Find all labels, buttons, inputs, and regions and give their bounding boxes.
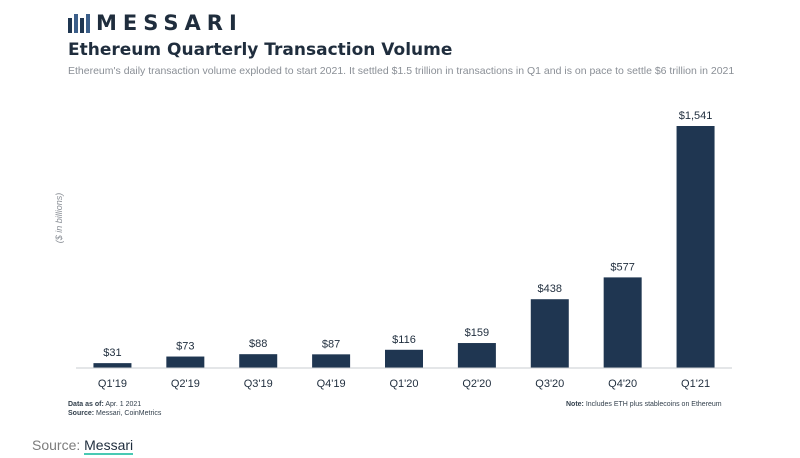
data-label-0: $31 [103, 347, 121, 359]
data-label-1: $73 [176, 341, 194, 353]
data-as-of-value: Apr. 1 2021 [105, 401, 142, 408]
data-notes: Data as of: Apr. 1 2021 Source: Messari,… [68, 400, 161, 418]
bar-6 [530, 299, 569, 368]
x-tick-label-4: Q1'20 [389, 378, 418, 390]
source-label: Source: [68, 410, 95, 417]
messari-logo: MESSARI [68, 10, 243, 36]
bar-1 [166, 356, 205, 368]
chart-card: MESSARI Ethereum Quarterly Transaction V… [54, 10, 735, 418]
chart-note: Note: Includes ETH plus stablecoins on E… [566, 401, 722, 408]
page-source-line: Source: Messari [32, 437, 134, 455]
x-tick-label-3: Q4'19 [317, 378, 346, 390]
x-tick-label-2: Q3'19 [244, 378, 273, 390]
note-label: Note: [566, 401, 584, 408]
data-as-of-label: Data as of: [68, 401, 104, 408]
data-label-5: $159 [465, 327, 489, 339]
chart-subtitle: Ethereum's daily transaction volume expl… [68, 65, 735, 77]
bar-8 [676, 126, 715, 368]
source-prefix: Source: [32, 437, 81, 453]
data-label-6: $438 [538, 283, 562, 295]
x-tick-label-6: Q3'20 [535, 378, 564, 390]
data-label-8: $1,541 [679, 110, 713, 122]
x-tick-label-7: Q4'20 [608, 378, 637, 390]
source-link[interactable]: Messari [84, 437, 134, 455]
y-axis-label: ($ in billions) [54, 193, 64, 244]
bar-7 [603, 277, 642, 368]
chart-title: Ethereum Quarterly Transaction Volume [68, 40, 453, 60]
x-tick-label-8: Q1'21 [681, 378, 710, 390]
data-label-2: $88 [249, 338, 267, 350]
note-value: Includes ETH plus stablecoins on Ethereu… [585, 401, 722, 408]
brand-name: MESSARI [96, 11, 243, 35]
bar-3 [312, 354, 351, 368]
x-tick-label-5: Q2'20 [462, 378, 491, 390]
x-tick-label-0: Q1'19 [98, 378, 127, 390]
bar-0 [93, 363, 132, 368]
data-label-7: $577 [610, 261, 634, 273]
source-value: Messari, CoinMetrics [96, 410, 162, 417]
x-tick-label-1: Q2'19 [171, 378, 200, 390]
bar-4 [385, 349, 423, 368]
messari-logo-icon [68, 14, 90, 33]
data-label-3: $87 [322, 338, 340, 350]
bar-chart: ($ in billions) $31 $73 $88 $87 $116 $159 $438… [54, 110, 732, 390]
bar-2 [239, 354, 278, 368]
bar-5 [457, 343, 496, 368]
data-label-4: $116 [392, 334, 416, 346]
